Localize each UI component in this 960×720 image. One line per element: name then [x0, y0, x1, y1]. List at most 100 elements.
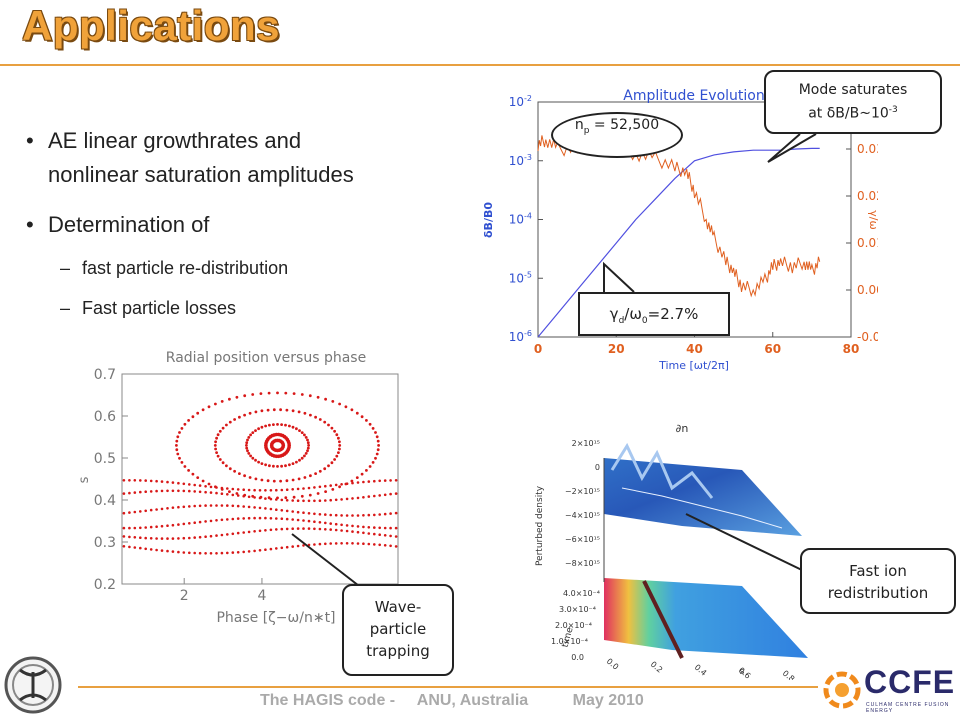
np-label: n	[574, 117, 584, 133]
trajectory-point	[171, 506, 175, 509]
trajectory-point	[318, 527, 322, 531]
trajectory-point	[258, 516, 262, 520]
trajectory-point	[394, 526, 398, 530]
trajectory-point	[149, 479, 153, 483]
trajectory-point	[275, 547, 278, 550]
trajectory-point	[198, 484, 202, 487]
trajectory-point	[334, 483, 338, 487]
contour-streak	[642, 580, 684, 659]
trajectory-point	[394, 479, 398, 482]
trajectory-point	[122, 535, 126, 538]
trajectory-point	[160, 507, 164, 511]
growthrate-value: =2.7%	[647, 305, 699, 323]
trajectory-point	[235, 492, 239, 495]
trajectory-point	[246, 449, 249, 453]
callout-line: Wave-	[374, 598, 422, 616]
y-left-tick-label: 10-5	[509, 270, 532, 285]
sub-bullet-text: fast particle re-distribution	[82, 258, 289, 278]
trajectory-point	[242, 494, 245, 498]
trajectory-point	[257, 460, 260, 464]
y-axis-left-label: δB/B0	[482, 202, 495, 238]
trajectory-point	[313, 527, 316, 531]
trajectory-point	[216, 433, 220, 437]
trajectory-point	[338, 440, 341, 444]
trajectory-point	[175, 439, 179, 443]
np-subscript: p	[583, 125, 590, 136]
trajectory-point	[207, 482, 211, 486]
trajectory-point	[383, 512, 387, 516]
trajectory-point	[308, 493, 312, 497]
trajectory-point	[171, 481, 175, 484]
y-left-tick-label: 10-6	[509, 329, 532, 344]
trajectory-point	[215, 436, 219, 440]
trajectory-point	[307, 499, 311, 503]
trajectory-point	[356, 481, 360, 484]
trajectory-point	[254, 458, 257, 462]
trajectory-point	[176, 452, 180, 456]
trajectory-point	[228, 490, 231, 493]
trajectory-point	[275, 488, 278, 492]
trajectory-point	[275, 498, 278, 501]
trajectory-point	[128, 479, 131, 482]
trajectory-point	[177, 523, 180, 526]
trajectory-point	[209, 485, 213, 489]
institution-logo-icon	[4, 656, 62, 714]
trajectory-point	[160, 524, 164, 528]
trajectory-point	[231, 551, 235, 554]
trajectory-point	[371, 461, 375, 464]
trajectory-point	[389, 492, 392, 496]
trajectory-point	[236, 551, 240, 554]
trajectory-point	[371, 427, 375, 430]
trajectory-point	[288, 463, 291, 467]
trajectory-point	[383, 526, 387, 530]
trajectory-point	[367, 532, 371, 535]
trajectory-point	[295, 427, 298, 431]
density-surface	[604, 458, 802, 536]
trajectory-point	[329, 542, 332, 545]
z-tick-label: −2×10¹⁵	[565, 487, 600, 496]
trajectory-point	[313, 486, 316, 489]
trajectory-point	[291, 488, 294, 491]
trajectory-point	[367, 480, 371, 483]
trajectory-point	[280, 423, 283, 426]
trajectory-point	[288, 424, 291, 428]
trajectory-point	[327, 464, 330, 468]
trajectory-point	[215, 491, 218, 495]
trajectory-point	[323, 467, 327, 471]
trajectory-point	[302, 544, 305, 547]
trajectory-point	[247, 495, 251, 499]
ccfe-logo-subtitle: CULHAM CENTRE FUSION ENERGY	[866, 702, 950, 714]
trajectory-point	[122, 526, 126, 530]
trajectory-point	[160, 549, 164, 552]
trajectory-point	[166, 537, 169, 540]
trajectory-point	[272, 479, 276, 483]
trajectory-point	[155, 508, 158, 511]
trajectory-point	[198, 504, 202, 508]
trajectory-point	[302, 487, 305, 490]
trajectory-point	[285, 527, 289, 531]
z-tick-label: −8×10¹⁵	[565, 559, 600, 568]
trajectory-point	[253, 496, 256, 499]
trajectory-point	[373, 543, 376, 546]
x-tick-label: 4	[257, 588, 266, 604]
trajectory-point	[228, 420, 232, 424]
trajectory-point	[220, 518, 224, 522]
gamma-symbol: γ	[609, 305, 619, 323]
trajectory-point	[226, 487, 229, 490]
trajectory-point	[378, 543, 382, 547]
trajectory-point	[226, 551, 229, 555]
trajectory-point	[188, 522, 191, 525]
trajectory-point	[297, 477, 301, 481]
trajectory-point	[209, 519, 213, 523]
trajectory-point	[160, 480, 164, 483]
trajectory-point	[300, 494, 304, 498]
trajectory-point	[338, 485, 341, 489]
time-tick-label: 3.0×10⁻⁴	[559, 605, 596, 614]
trajectory-point	[198, 520, 202, 524]
trajectory-point	[220, 492, 224, 495]
trajectory-point	[260, 425, 264, 429]
trajectory-point	[196, 476, 200, 479]
trajectory-point	[248, 411, 252, 415]
trajectory-point	[231, 493, 235, 497]
trajectory-point	[291, 545, 294, 548]
